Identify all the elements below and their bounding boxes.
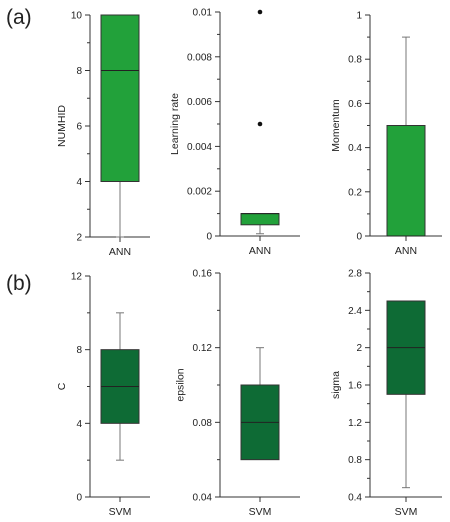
panel-label-b: (b) (6, 272, 32, 295)
y-tick-label: 0.6 (348, 99, 362, 110)
x-category-label: SVM (249, 506, 272, 518)
y-axis-title: sigma (330, 371, 342, 399)
y-tick-label: 2.8 (348, 269, 362, 280)
iqr-box (386, 125, 426, 237)
x-category-label: ANN (109, 246, 131, 258)
y-axis-title: Learning rate (169, 93, 181, 155)
box-plot-5: 0.04 0.08 0.12 0.16 SVM epsilon (175, 269, 300, 518)
box-plot-3: 0 0.2 0.4 0.6 0.8 1 ANN Momentum (330, 11, 442, 257)
y-tick-label: 2 (356, 343, 362, 354)
y-axis-title: Momentum (330, 99, 342, 152)
y-tick-label: 4 (76, 419, 82, 430)
y-tick-label: 4 (76, 177, 82, 188)
y-tick-label: 2 (76, 233, 82, 244)
iqr-box (100, 14, 140, 182)
y-tick-label: 0.04 (193, 493, 213, 504)
x-category-label: ANN (249, 245, 271, 257)
y-tick-label: 0.2 (348, 187, 362, 198)
y-axis-title: epsilon (175, 368, 187, 401)
y-tick-label: 12 (71, 272, 83, 283)
box-plot-6: 0.4 0.8 1.2 1.6 2 2.4 2.8 SVM sigma (330, 269, 442, 518)
iqr-box (240, 213, 280, 226)
outlier-point (257, 9, 263, 15)
y-tick-label: 0.4 (348, 143, 362, 154)
x-category-label: SVM (395, 506, 418, 518)
x-category-label: SVM (109, 506, 132, 518)
box-plot-4: 0 4 8 12 SVM C (56, 272, 150, 518)
y-tick-label: 0.16 (193, 269, 213, 280)
outlier-point (257, 121, 263, 127)
plot-grid: 246810ANNNUMHID00.0020.0040.0060.0080.01… (56, 8, 442, 518)
y-tick-label: 0.008 (187, 52, 212, 63)
y-tick-label: 0.002 (187, 187, 212, 198)
y-tick-label: 1 (356, 11, 362, 22)
box-plot-2: 0 0.002 0.004 0.006 0.008 0.01 ANN Learning rat… (169, 8, 300, 257)
y-tick-label: 0.006 (187, 97, 212, 108)
y-tick-label: 0 (356, 232, 362, 243)
y-tick-label: 0 (206, 232, 212, 243)
y-axis-title: NUMHID (56, 105, 68, 147)
y-tick-label: 0 (76, 493, 82, 504)
y-axis-title: C (56, 382, 68, 390)
box-plot-1: 2 4 6 8 10 ANN NUMHID (56, 11, 150, 258)
y-tick-label: 0.12 (193, 343, 213, 354)
y-tick-label: 0.01 (193, 8, 213, 19)
panel-label-a: (a) (6, 6, 32, 29)
y-tick-label: 8 (76, 66, 82, 77)
y-tick-label: 1.2 (348, 418, 362, 429)
x-category-label: ANN (395, 245, 417, 257)
y-tick-label: 0.004 (187, 142, 212, 153)
y-tick-label: 8 (76, 345, 82, 356)
y-tick-label: 0.08 (193, 418, 213, 429)
y-tick-label: 1.6 (348, 381, 362, 392)
y-tick-label: 0.4 (348, 493, 362, 504)
y-tick-label: 10 (71, 11, 83, 22)
y-tick-label: 0.8 (348, 455, 362, 466)
y-tick-label: 6 (76, 122, 82, 133)
y-tick-label: 0.8 (348, 55, 362, 66)
y-tick-label: 2.4 (348, 306, 362, 317)
